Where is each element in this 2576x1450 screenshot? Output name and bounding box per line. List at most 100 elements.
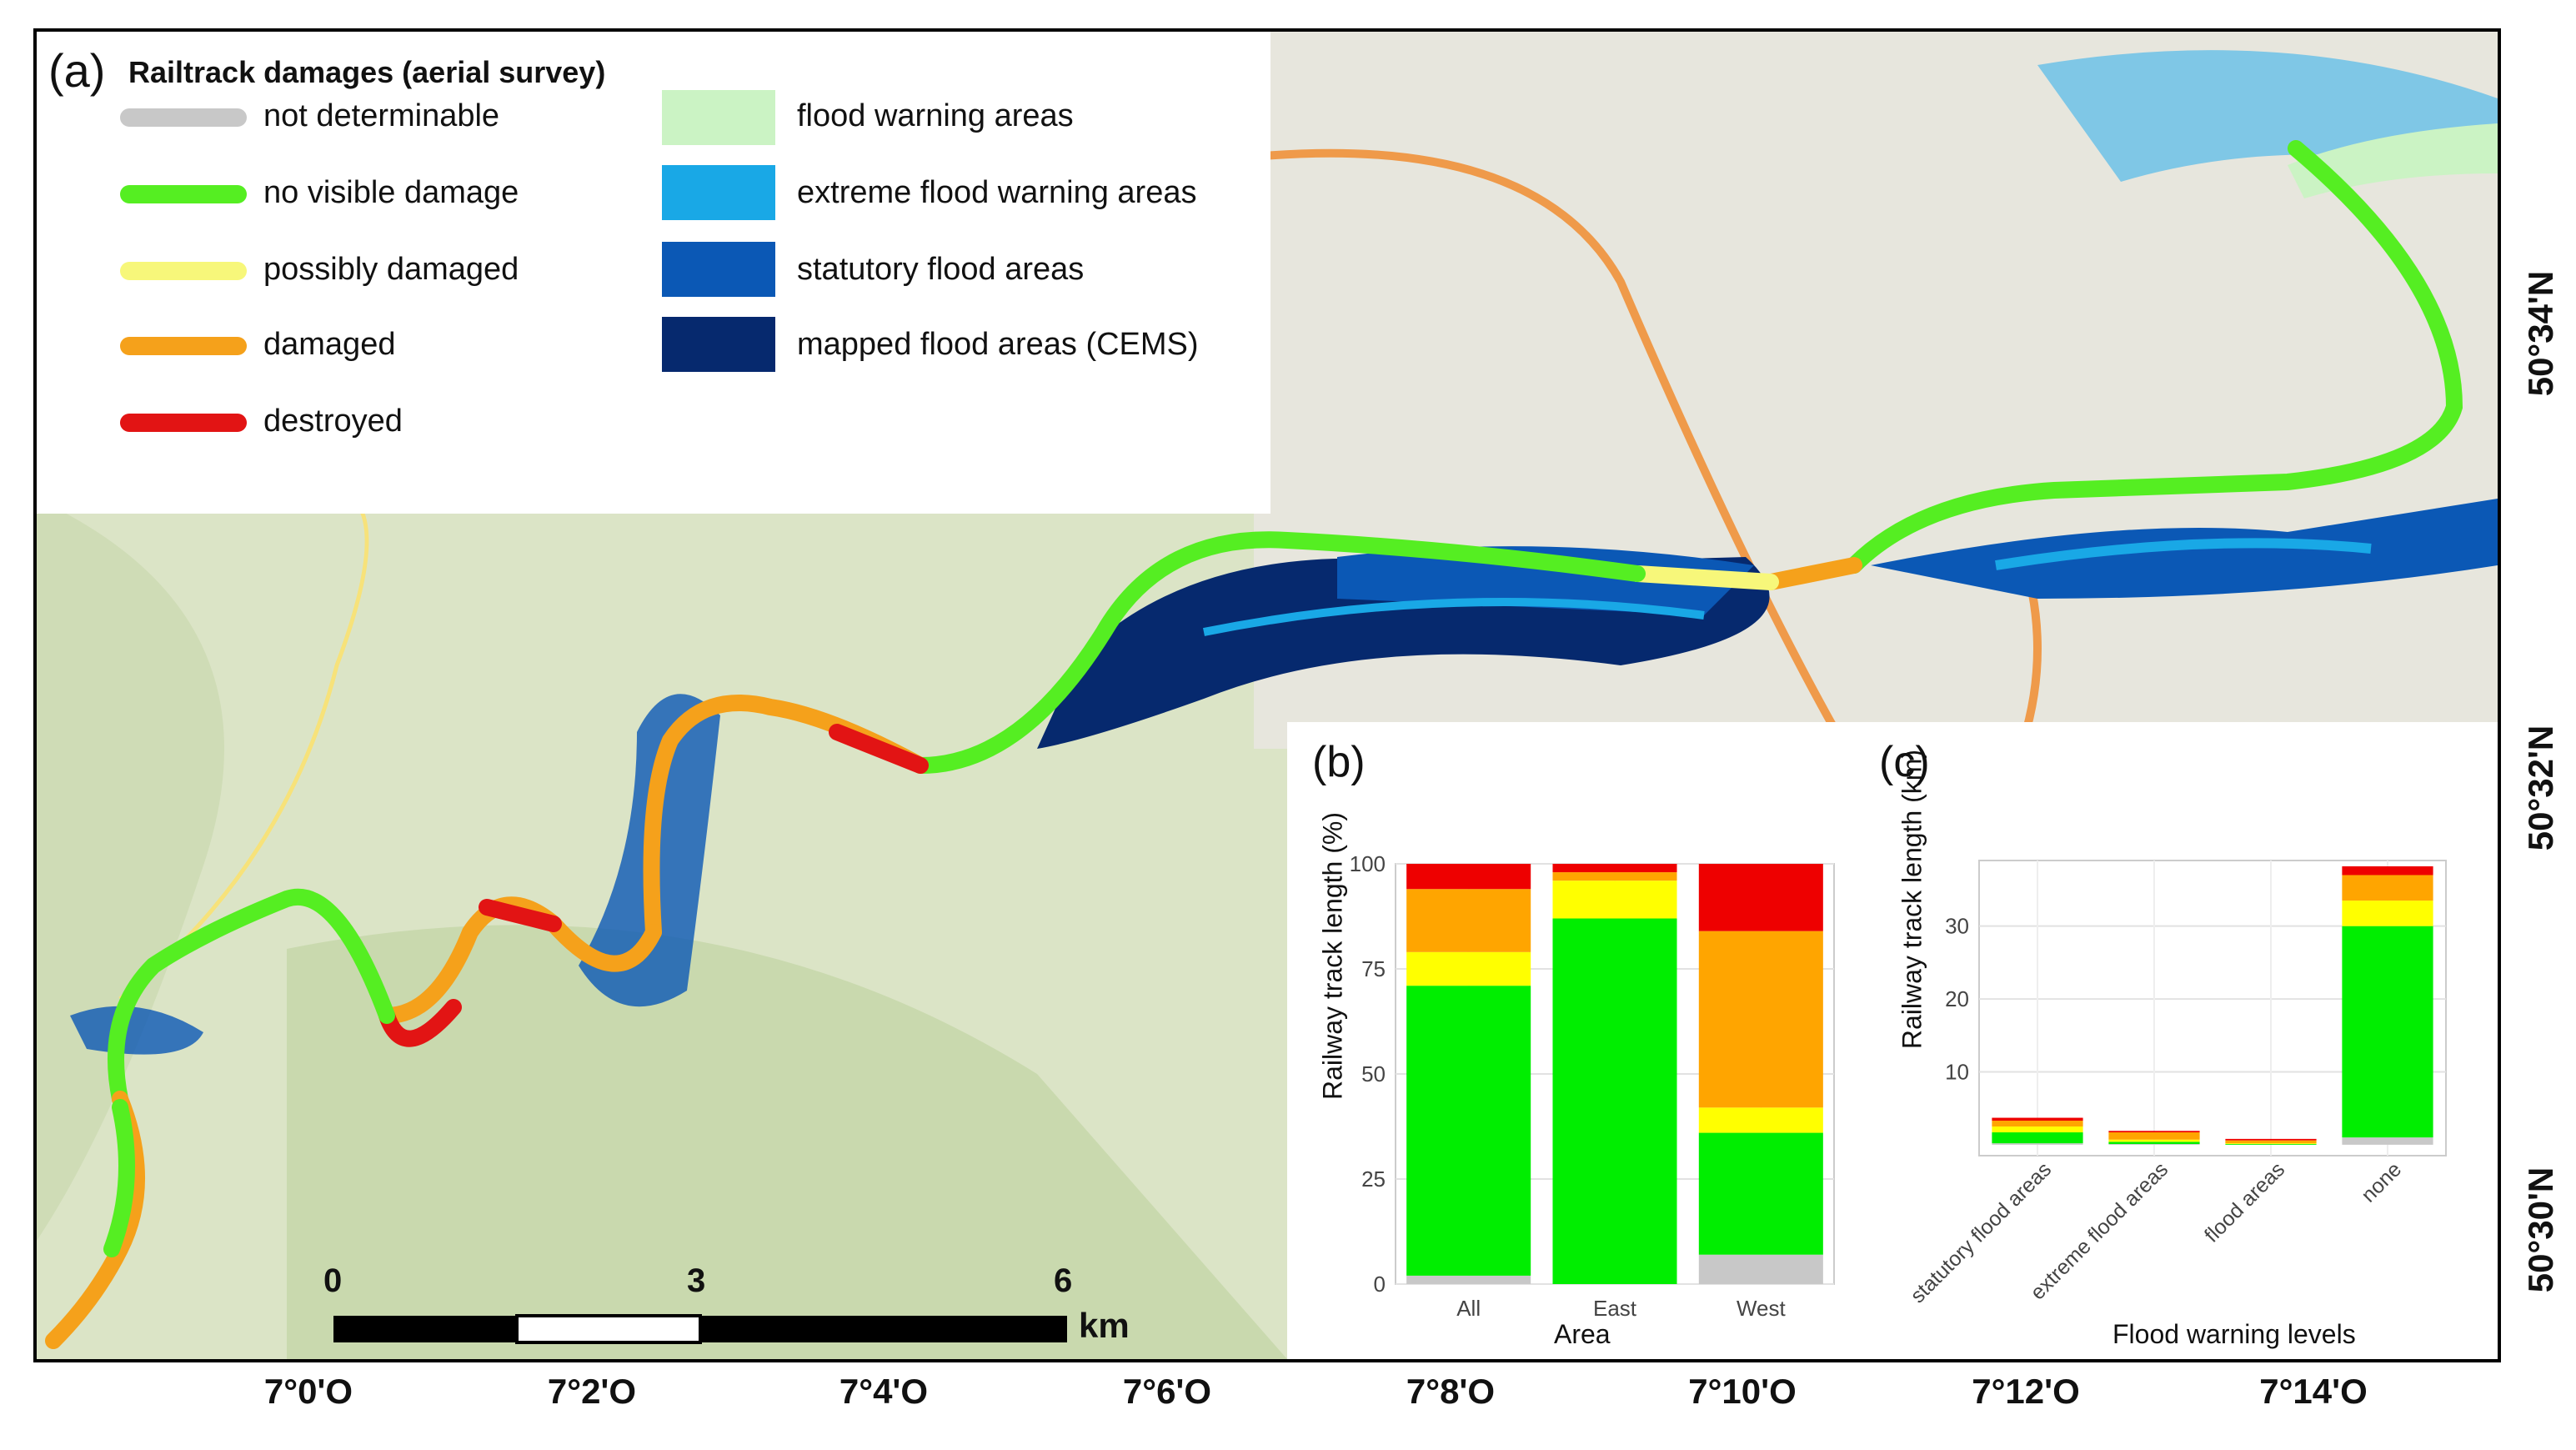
bar-segment xyxy=(1698,1254,1823,1284)
bar-segment xyxy=(1698,931,1823,1108)
legend-label: statutory flood areas xyxy=(797,252,1085,287)
bar-segment xyxy=(1406,889,1531,952)
bar-segment xyxy=(2108,1132,2200,1140)
scale-unit: km xyxy=(1079,1306,1130,1345)
y-tick-label: 100 xyxy=(1350,851,1386,876)
chart-c-xlabel: Flood warning levels xyxy=(2112,1319,2356,1349)
legend-label: destroyed xyxy=(263,404,403,439)
y-tick-label: 0 xyxy=(1374,1272,1386,1297)
panel-letter-b: (b) xyxy=(1312,738,1366,786)
y-tick-label: 20 xyxy=(1945,986,1969,1011)
longitude-tick: 7°10'O xyxy=(1688,1372,1797,1411)
motorway-road xyxy=(1253,148,1850,751)
latitude-tick: 50°30'N xyxy=(2521,1167,2560,1293)
chart-panel: (b) (c) 0 25 50 75 100 All East West 10 20 30 stat… xyxy=(1287,722,2498,1359)
chart-b-ylabel: Railway track length (%) xyxy=(1317,812,1348,1100)
legend-swatch-possibly-damaged xyxy=(120,262,247,280)
bar-segment xyxy=(2108,1139,2200,1142)
bar-segment xyxy=(2342,901,2433,926)
y-tick-label: 75 xyxy=(1361,956,1386,981)
bar-segment xyxy=(2225,1140,2317,1144)
x-tick-label: All xyxy=(1456,1296,1481,1321)
bar-segment xyxy=(1552,872,1677,881)
latitude-tick: 50°34'N xyxy=(2521,270,2560,397)
y-tick-label: 25 xyxy=(1361,1167,1386,1192)
longitude-tick: 7°2'O xyxy=(547,1372,637,1411)
scale-bar-segment xyxy=(515,1314,702,1344)
chart-b: 0 25 50 75 100 All East West xyxy=(1350,851,1835,1321)
legend-label: flood warning areas xyxy=(797,98,1074,133)
bar-segment xyxy=(1992,1143,2083,1145)
bar-segment xyxy=(1992,1121,2083,1127)
longitude-tick: 7°4'O xyxy=(839,1372,929,1411)
bar-segment xyxy=(2342,865,2433,876)
y-tick-label: 30 xyxy=(1945,914,1969,939)
x-tick-label: West xyxy=(1737,1296,1787,1321)
longitude-tick: 7°6'O xyxy=(1122,1372,1212,1411)
bar-segment xyxy=(2108,1144,2200,1145)
bar-segment xyxy=(1552,918,1677,1284)
legend-title: Railtrack damages (aerial survey) xyxy=(128,55,606,89)
longitude-tick: 7°8'O xyxy=(1406,1372,1496,1411)
legend-swatch-damaged xyxy=(120,337,247,355)
forest-patch xyxy=(37,499,224,1241)
scale-label-0: 0 xyxy=(323,1262,343,1299)
legend-swatch-mapped-flood-cems xyxy=(662,317,775,372)
legend-swatch-statutory-flood xyxy=(662,242,775,297)
bar-segment xyxy=(1698,864,1823,931)
bar-segment xyxy=(1406,864,1531,890)
bar-segment xyxy=(2342,1137,2433,1145)
scale-label-3: 3 xyxy=(687,1262,706,1299)
legend-panel: (a) Railtrack damages (aerial survey) no… xyxy=(37,32,1270,514)
legend-swatch-flood-warning xyxy=(662,90,775,145)
map-frame[interactable]: 0 3 6 km (a) Railtrack damages (aerial s… xyxy=(33,28,2501,1362)
bar-segment xyxy=(2342,875,2433,901)
bar-segment xyxy=(1698,1107,1823,1133)
legend-swatch-no-visible-damage xyxy=(120,185,247,203)
bar-segment xyxy=(2108,1141,2200,1145)
bar-segment xyxy=(2108,1131,2200,1133)
y-tick-label: 50 xyxy=(1361,1061,1386,1086)
x-tick-label: flood areas xyxy=(2200,1157,2289,1247)
legend-label: extreme flood warning areas xyxy=(797,175,1197,210)
extreme-flood-area xyxy=(1203,598,1705,636)
x-tick-label: East xyxy=(1593,1296,1637,1321)
bar-segment xyxy=(1552,864,1677,873)
bar-segment xyxy=(2225,1144,2317,1145)
legend-swatch-not-determinable xyxy=(120,108,247,127)
longitude-tick: 7°12'O xyxy=(1972,1372,2080,1411)
bar-segment xyxy=(1992,1126,2083,1133)
bar-segment xyxy=(2342,926,2433,1138)
chart-b-xlabel: Area xyxy=(1554,1319,1611,1349)
legend-label: damaged xyxy=(263,327,396,362)
forest-patch xyxy=(287,925,1287,1359)
statutory-flood-area xyxy=(70,1006,203,1055)
bar-segment xyxy=(1406,986,1531,1276)
bar-segment xyxy=(2225,1143,2317,1145)
bar-segment xyxy=(1992,1117,2083,1121)
extreme-flood-area xyxy=(1995,538,2372,570)
x-tick-label: none xyxy=(2357,1157,2406,1207)
bar-segment xyxy=(1406,951,1531,986)
legend-swatch-destroyed xyxy=(120,414,247,432)
latitude-tick: 50°32'N xyxy=(2521,725,2560,851)
bar-segment xyxy=(1406,1275,1531,1284)
bar-segment xyxy=(2225,1138,2317,1141)
panel-letter-a: (a) xyxy=(48,44,106,97)
scale-bar-segment xyxy=(700,1316,1067,1342)
legend-label: mapped flood areas (CEMS) xyxy=(797,327,1199,362)
legend-label: possibly damaged xyxy=(263,252,519,287)
bar-segment xyxy=(1992,1132,2083,1144)
chart-c-ylabel: Railway track length (km) xyxy=(1897,749,1927,1050)
panel-letter-c: (c) xyxy=(1879,738,1930,786)
legend-label: not determinable xyxy=(263,98,500,133)
legend-label: no visible damage xyxy=(263,175,519,210)
longitude-tick: 7°14'O xyxy=(2259,1372,2368,1411)
railway-track xyxy=(45,140,2463,1349)
bar-segment xyxy=(1552,881,1677,919)
statutory-flood-area xyxy=(1337,546,1754,615)
bar-segment xyxy=(1698,1132,1823,1255)
legend-swatch-extreme-flood-warning xyxy=(662,165,775,220)
scale-label-6: 6 xyxy=(1054,1262,1073,1299)
